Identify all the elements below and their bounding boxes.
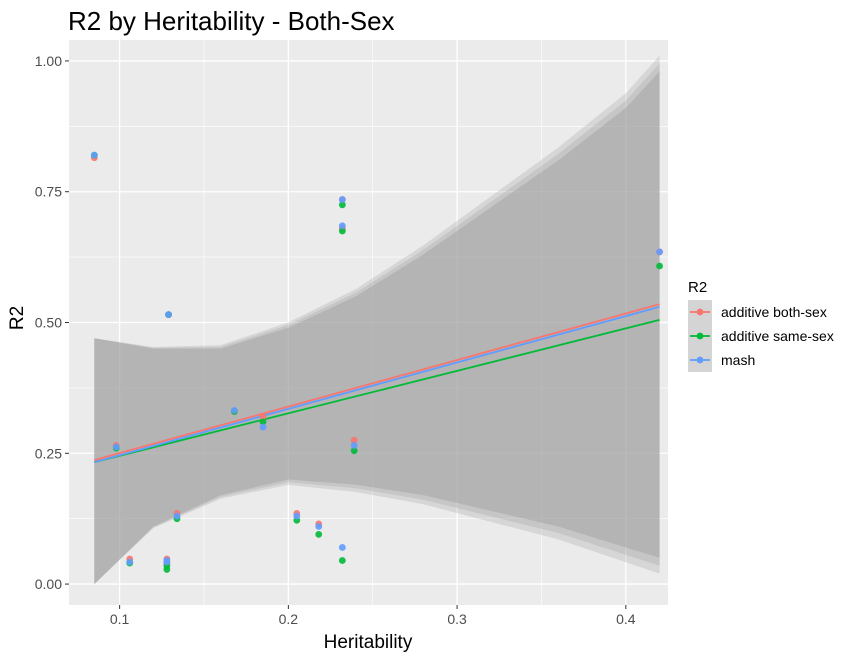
chart-title: R2 by Heritability - Both-Sex (68, 6, 395, 36)
data-point (338, 557, 346, 564)
data-point (338, 227, 346, 235)
data-point (173, 512, 181, 520)
x-tick-label: 0.1 (110, 611, 130, 627)
x-tick-label: 0.3 (447, 611, 467, 627)
confidence-band-layer (94, 63, 660, 585)
data-point (338, 201, 346, 209)
data-point (338, 222, 346, 230)
fit-line (94, 319, 660, 464)
legend-label: additive same-sex (721, 328, 834, 344)
x-tick-label: 0.2 (279, 611, 299, 627)
y-tick-label: 0.00 (35, 576, 62, 592)
data-point (230, 406, 238, 414)
data-point (656, 248, 663, 256)
y-axis-title: R2 (7, 306, 28, 330)
data-point (315, 523, 323, 530)
y-tick-label: 0.25 (35, 445, 62, 461)
data-points (90, 151, 663, 573)
legend-label: additive both-sex (721, 304, 827, 320)
data-point (656, 262, 663, 270)
data-point (259, 418, 267, 426)
data-point (163, 557, 171, 564)
legend: R2 additive both-sex additive same-sex mas… (688, 279, 834, 372)
data-point (165, 311, 172, 319)
data-point (338, 544, 346, 551)
y-axis: 0.00 0.25 0.50 0.75 1.00 (35, 53, 69, 592)
x-tick-label: 0.4 (616, 611, 636, 627)
fit-lines (94, 303, 660, 464)
y-tick-label: 0.50 (35, 315, 62, 331)
legend-label: mash (721, 352, 755, 368)
y-tick-label: 1.00 (35, 53, 62, 69)
y-tick-label: 0.75 (35, 184, 62, 200)
x-axis-title: Heritability (324, 632, 413, 653)
confidence-band-layer (94, 55, 660, 585)
legend-key-point (696, 332, 704, 340)
legend-key-point (696, 356, 704, 364)
confidence-band (94, 55, 660, 585)
data-point (90, 151, 98, 159)
data-point (126, 558, 134, 566)
x-axis: 0.1 0.2 0.3 0.4 (110, 605, 636, 627)
data-point (315, 530, 323, 538)
legend-title: R2 (688, 279, 707, 296)
fit-line (94, 305, 660, 464)
data-point (259, 423, 267, 431)
data-point (350, 436, 358, 444)
data-point (112, 443, 120, 451)
legend-key-point (696, 308, 704, 316)
data-point (350, 442, 358, 449)
data-point (293, 512, 301, 520)
grid-major (69, 40, 668, 605)
data-point (338, 196, 346, 203)
data-point (259, 413, 267, 421)
confidence-band-layer (94, 71, 660, 585)
fit-line (94, 303, 660, 461)
data-point (350, 447, 358, 455)
